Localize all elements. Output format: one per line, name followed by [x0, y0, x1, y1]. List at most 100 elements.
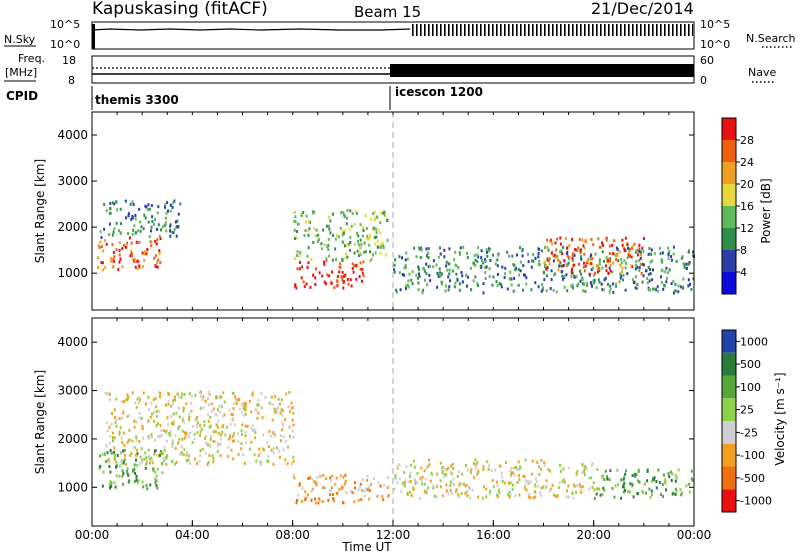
range-cell	[439, 479, 442, 483]
range-cell	[690, 469, 693, 473]
range-cell	[687, 262, 690, 266]
range-cell	[126, 469, 129, 473]
range-cell	[150, 225, 153, 229]
range-cell	[443, 255, 446, 259]
range-cell	[409, 471, 412, 475]
range-cell	[348, 227, 351, 231]
range-cell	[433, 494, 436, 498]
range-cell	[605, 256, 608, 260]
range-cell	[278, 449, 281, 453]
range-cell	[387, 476, 390, 480]
range-cell	[193, 437, 196, 441]
range-cell	[284, 458, 287, 462]
range-cell	[136, 463, 139, 467]
range-cell	[368, 235, 371, 239]
range-cell	[219, 437, 222, 441]
range-cell	[362, 250, 365, 254]
range-cell	[359, 251, 362, 255]
range-cell	[284, 418, 287, 421]
range-cell	[307, 477, 310, 480]
range-cell	[515, 253, 518, 257]
range-cell	[572, 496, 575, 500]
range-cell	[232, 439, 235, 443]
range-cell	[538, 247, 541, 251]
velocity-xlabel: Time UT	[341, 540, 392, 554]
range-cell	[441, 469, 444, 473]
range-cell	[545, 264, 547, 268]
range-cell	[562, 245, 565, 249]
range-cell	[214, 412, 217, 416]
range-cell	[456, 493, 459, 497]
range-cell	[234, 395, 236, 399]
range-cell	[337, 235, 340, 239]
range-cell	[178, 415, 181, 419]
range-cell	[188, 458, 191, 462]
range-cell	[174, 398, 176, 402]
range-cell	[613, 495, 616, 499]
range-cell	[244, 430, 247, 434]
range-cell	[432, 259, 435, 263]
range-cell	[183, 448, 186, 452]
range-cell	[219, 443, 222, 446]
range-cell	[113, 457, 116, 461]
range-cell	[639, 251, 642, 255]
range-cell	[161, 451, 164, 455]
range-cell	[410, 278, 413, 282]
range-cell	[534, 477, 537, 480]
range-cell	[443, 248, 446, 252]
range-cell	[201, 447, 204, 451]
range-cell	[240, 442, 243, 446]
range-cell	[523, 486, 526, 490]
range-cell	[349, 209, 352, 213]
range-cell	[120, 459, 123, 463]
range-cell	[329, 231, 332, 235]
range-cell	[622, 273, 625, 277]
range-cell	[319, 499, 322, 503]
range-cell	[372, 253, 375, 257]
range-cell	[207, 420, 210, 423]
range-cell	[298, 267, 301, 271]
range-cell	[320, 242, 323, 246]
range-cell	[494, 468, 497, 472]
range-cell	[292, 455, 295, 459]
range-cell	[650, 248, 653, 252]
range-cell	[335, 476, 338, 480]
range-cell	[612, 290, 615, 294]
range-cell	[589, 255, 592, 259]
range-cell	[393, 487, 396, 491]
range-cell	[584, 464, 587, 468]
range-cell	[180, 451, 183, 455]
range-cell	[159, 424, 162, 427]
range-cell	[530, 472, 533, 476]
range-cell	[271, 403, 274, 406]
range-cell	[231, 434, 234, 438]
range-cell	[675, 476, 678, 480]
range-cell	[176, 219, 179, 223]
range-cell	[629, 482, 632, 486]
range-cell	[329, 219, 332, 223]
range-cell	[431, 473, 434, 477]
range-cell	[368, 489, 371, 493]
nsky-label: N.Sky	[4, 33, 36, 46]
range-cell	[241, 410, 244, 414]
range-cell	[379, 231, 382, 235]
range-cell	[466, 483, 469, 487]
range-cell	[609, 269, 612, 273]
range-cell	[496, 258, 499, 262]
range-cell	[621, 266, 624, 270]
range-cell	[469, 266, 472, 270]
range-cell	[306, 254, 309, 258]
range-cell	[305, 282, 308, 286]
range-cell	[113, 408, 116, 412]
range-cell	[562, 478, 565, 482]
range-cell	[199, 433, 201, 437]
range-cell	[177, 406, 180, 410]
range-cell	[379, 252, 382, 255]
range-cell	[668, 268, 671, 272]
range-cell	[150, 244, 153, 248]
range-cell	[199, 449, 202, 453]
range-cell	[626, 272, 629, 276]
range-cell	[677, 290, 680, 294]
range-cell	[441, 280, 444, 284]
